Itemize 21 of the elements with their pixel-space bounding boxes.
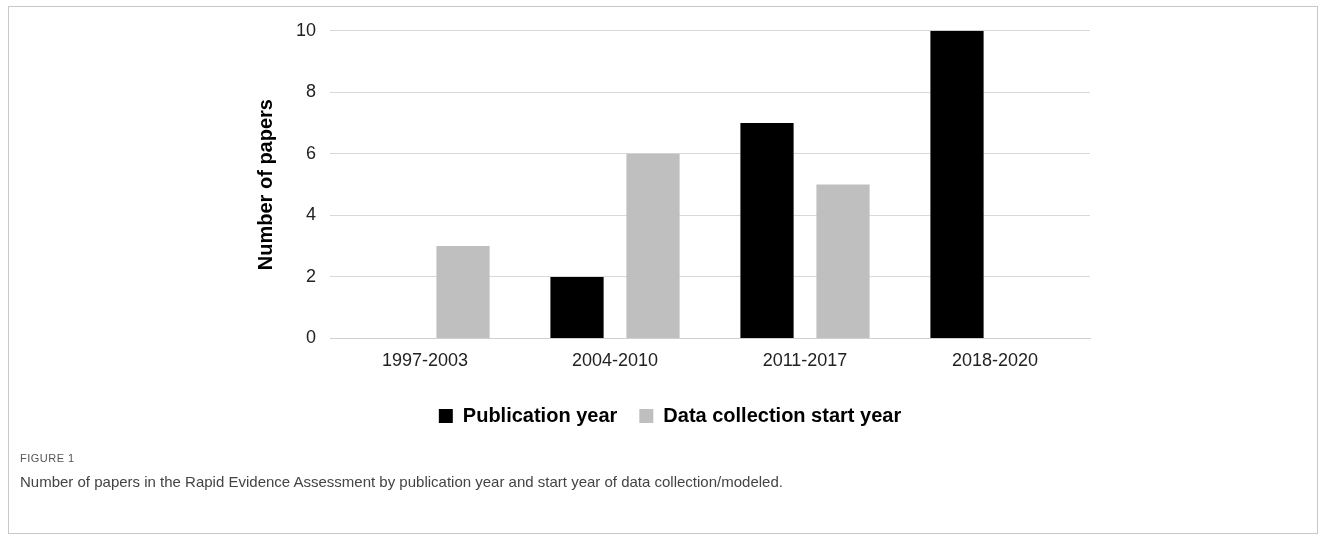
bar bbox=[626, 153, 680, 338]
y-tick-label: 2 bbox=[306, 265, 317, 286]
bar bbox=[816, 184, 870, 338]
bar bbox=[436, 246, 490, 338]
y-tick-label: 6 bbox=[306, 142, 317, 163]
y-tick-label: 4 bbox=[306, 204, 317, 225]
caption: FIGURE 1 bbox=[20, 452, 75, 464]
x-tick-label: 2011-2017 bbox=[762, 350, 848, 371]
text: Number of papers in the Rapid Evidence Assessment by publication year and start year of data collection/modeled. bbox=[20, 473, 783, 490]
x-tick-label: 2004-2010 bbox=[571, 350, 659, 371]
y-tick-label: 8 bbox=[306, 81, 317, 102]
legend-label: Publication year bbox=[462, 403, 618, 426]
legend-label: Data collection start year bbox=[663, 403, 902, 426]
bar bbox=[930, 30, 984, 338]
x-tick-label: 1997-2003 bbox=[381, 350, 469, 371]
bar bbox=[550, 276, 604, 338]
x-tick-label: 2018-2020 bbox=[951, 350, 1039, 371]
y-tick-label: 10 bbox=[295, 19, 317, 40]
bar bbox=[740, 123, 794, 338]
y-tick-label: 0 bbox=[306, 327, 317, 348]
y-axis-title: Number of papers bbox=[253, 99, 276, 271]
